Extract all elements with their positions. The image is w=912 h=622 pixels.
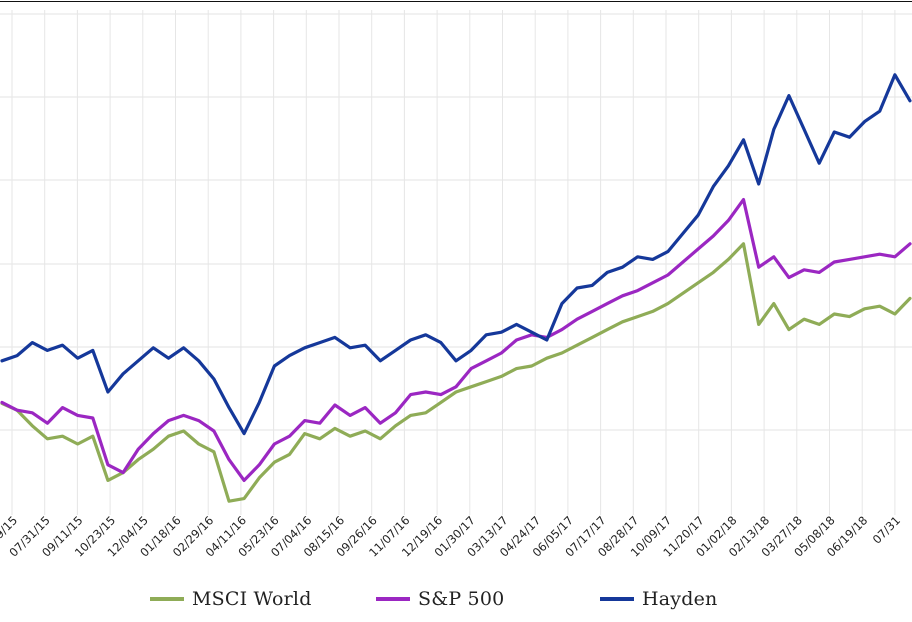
series-lines — [0, 73, 912, 503]
x-tick-label: 07/31 — [870, 513, 903, 546]
x-tick-label: 9/15 — [0, 513, 20, 541]
legend-item-sp500: S&P 500 — [376, 588, 504, 610]
legend-swatch-hayden — [600, 597, 634, 601]
x-axis-tick-labels: 9/1507/31/1509/11/1510/23/1512/04/1501/1… — [0, 513, 903, 559]
legend: MSCI World S&P 500 Hayden — [0, 588, 912, 618]
gridlines — [0, 10, 912, 515]
line-chart: 9/1507/31/1509/11/1510/23/1512/04/1501/1… — [0, 1, 912, 560]
legend-label-sp500: S&P 500 — [418, 588, 505, 610]
series-line-hayden — [0, 73, 912, 436]
legend-swatch-msci-world — [150, 597, 184, 601]
series-line-s-p-500 — [0, 198, 912, 482]
legend-item-hayden: Hayden — [600, 588, 717, 610]
legend-swatch-sp500 — [376, 597, 410, 601]
series-line-msci-world — [0, 242, 912, 503]
legend-item-msci-world: MSCI World — [150, 588, 312, 610]
legend-label-hayden: Hayden — [642, 588, 718, 610]
legend-label-msci-world: MSCI World — [192, 588, 312, 610]
